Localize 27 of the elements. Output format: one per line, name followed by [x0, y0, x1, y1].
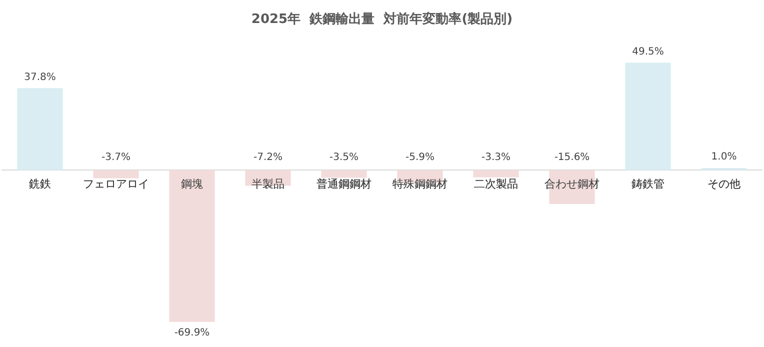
x-tick-label: 普通鋼鋼材 [316, 178, 372, 191]
data-label: -69.9% [174, 327, 210, 338]
bar [321, 170, 367, 178]
bar [169, 170, 215, 322]
x-tick-label: 特殊鋼鋼材 [392, 178, 448, 191]
x-tick-label: 半製品 [252, 178, 284, 191]
data-label: -15.6% [554, 152, 590, 163]
x-tick-label: 二次製品 [474, 178, 518, 191]
x-tick-label: 銑鉄 [29, 178, 51, 191]
bar [625, 62, 671, 170]
data-label: -3.7% [101, 152, 131, 163]
data-label: 49.5% [632, 46, 664, 58]
x-tick-label: その他 [708, 178, 740, 191]
x-tick-label: 鋼塊 [181, 178, 203, 191]
data-label: 37.8% [24, 72, 56, 83]
data-label: -3.3% [481, 152, 511, 163]
x-tick-label: 合わせ鋼材 [544, 178, 600, 191]
bar [17, 88, 63, 170]
data-label: -3.5% [329, 152, 359, 163]
data-label: 1.0% [711, 152, 737, 163]
bar [93, 170, 139, 178]
x-tick-label: フェロアロイ [83, 178, 149, 191]
x-tick-label: 鋳鉄管 [632, 178, 664, 191]
data-label: -7.2% [253, 152, 283, 163]
data-label: -5.9% [405, 152, 435, 163]
bar [473, 170, 519, 178]
chart-title: 2025年 鉄鋼輸出量 対前年変動率(製品別) [251, 11, 513, 28]
